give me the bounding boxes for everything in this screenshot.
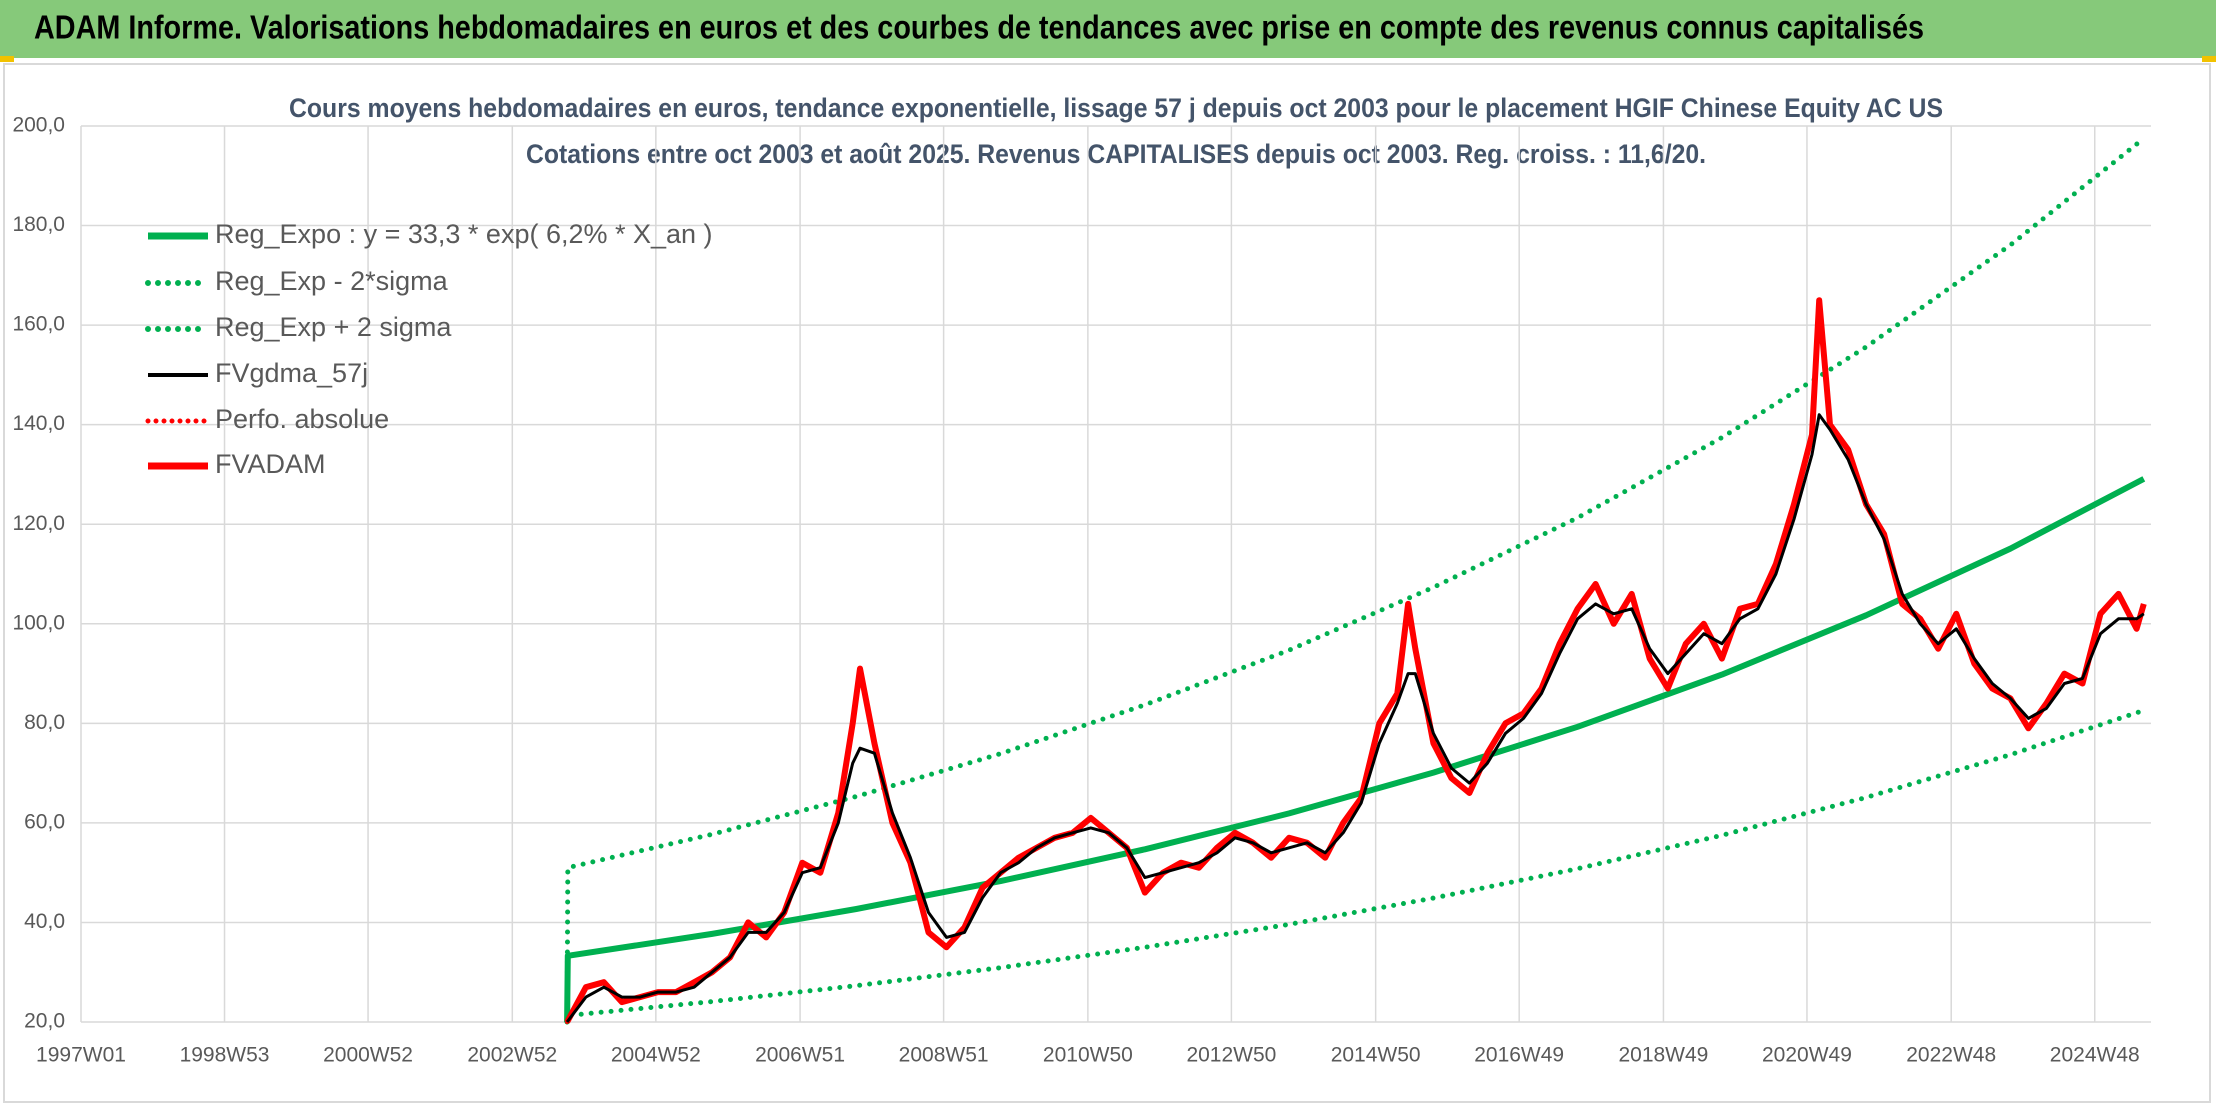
- chart-title: Cours moyens hebdomadaires en euros, ten…: [289, 93, 1943, 123]
- chart-subtitle: Cotations entre oct 2003 et août 2025. R…: [526, 139, 1706, 169]
- legend-label: FVADAM: [215, 449, 326, 479]
- x-tick-label: 2014W50: [1331, 1044, 1421, 1067]
- series-line: [564, 707, 2147, 1025]
- x-tick-label: 2012W50: [1186, 1044, 1276, 1067]
- grid: 20,0 40,0 60,0 80,0 100,0 120,0 140,0 160,0 180,…: [12, 114, 2151, 1067]
- x-tick-label: 2018W49: [1618, 1044, 1708, 1067]
- y-tick-label: 140,0: [12, 412, 65, 435]
- y-tick-label: 120,0: [12, 512, 65, 535]
- corner: [0, 56, 14, 62]
- chart-frame: [3, 63, 2211, 1103]
- series-line: [565, 413, 2145, 1023]
- header-band: [0, 0, 2216, 58]
- legend: Reg_Expo : y = 33,3 * exp( 6,2% * X_an )…: [145, 219, 713, 479]
- x-tick-label: 2022W48: [1906, 1044, 1996, 1067]
- x-tick-label: 2000W52: [323, 1044, 413, 1067]
- x-tick-label: 2002W52: [467, 1044, 557, 1067]
- y-tick-label: 20,0: [24, 1010, 65, 1033]
- header-title: ADAM Informe. Valorisations hebdomadaire…: [34, 9, 1924, 46]
- y-tick-label: 40,0: [24, 910, 65, 933]
- corner: [2202, 56, 2216, 62]
- series-line: [564, 297, 2147, 1024]
- x-tick-label: 2020W49: [1762, 1044, 1852, 1067]
- x-tick-label: 2024W48: [2050, 1044, 2140, 1067]
- legend-label: Reg_Exp - 2*sigma: [215, 266, 449, 296]
- x-tick-label: 2004W52: [611, 1044, 701, 1067]
- legend-label: Reg_Exp + 2 sigma: [215, 312, 452, 342]
- x-tick-label: 2008W51: [899, 1044, 989, 1067]
- legend-label: Perfo. absolue: [215, 404, 389, 434]
- y-tick-label: 80,0: [24, 711, 65, 734]
- x-tick-label: 1998W53: [180, 1044, 270, 1067]
- series-layer: [564, 135, 2147, 1025]
- x-tick-label: 1997W01: [36, 1044, 126, 1067]
- y-tick-label: 200,0: [12, 114, 65, 137]
- series-line: [564, 135, 2147, 1025]
- y-tick-label: 180,0: [12, 213, 65, 236]
- legend-label: Reg_Expo : y = 33,3 * exp( 6,2% * X_an ): [215, 219, 713, 249]
- y-tick-label: 60,0: [24, 810, 65, 833]
- y-tick-label: 100,0: [12, 611, 65, 634]
- x-tick-label: 2006W51: [755, 1044, 845, 1067]
- x-tick-label: 2016W49: [1474, 1044, 1564, 1067]
- legend-label: FVgdma_57j: [215, 358, 368, 388]
- series-line: [564, 476, 2146, 1023]
- y-tick-label: 160,0: [12, 313, 65, 336]
- x-tick-label: 2010W50: [1043, 1044, 1133, 1067]
